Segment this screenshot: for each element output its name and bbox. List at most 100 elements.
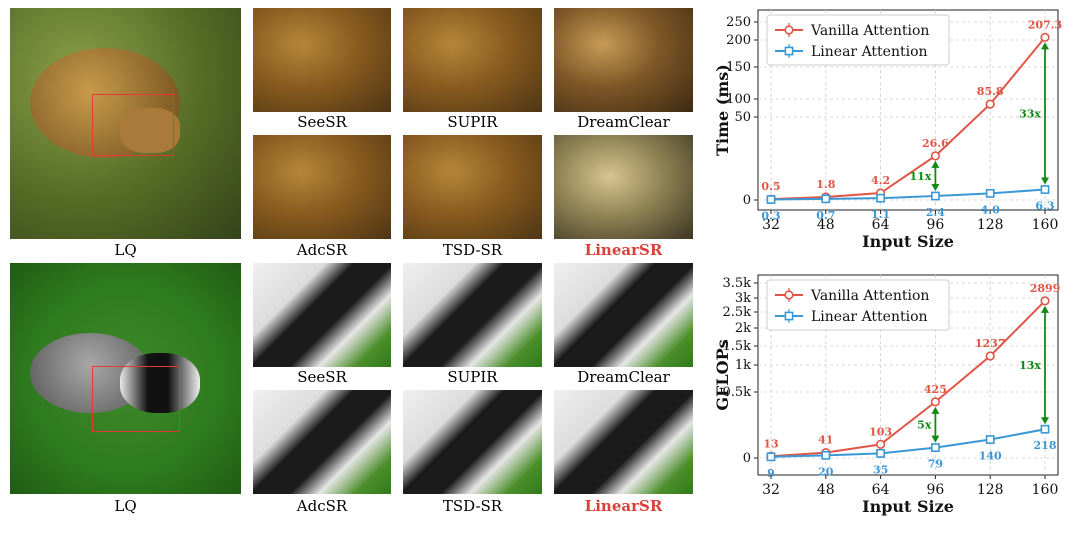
y-tick-label: 0.5k [722,385,751,400]
caption-supir: SUPIR [447,368,498,386]
ratio-label: 13x [1019,359,1041,372]
data-label-vanilla: 2899 [1030,282,1061,295]
data-point-linear [985,435,995,444]
data-label-vanilla: 425 [924,383,947,396]
caption-seesr: SeeSR [297,368,347,386]
chart-time: 0 50 100 150 200 250 32 48 64 96 128 160 Input Size T… [713,9,1062,251]
caption-linearsr: LinearSR [584,497,663,515]
y-axis-label: GFLOPs [713,339,732,410]
y-tick-label: 3k [735,291,751,306]
zoom-region-box [92,366,180,432]
zoom-region-box [92,94,174,156]
series-line-vanilla [770,36,1046,201]
y-tick-label: 1k [735,358,751,373]
x-tick-label: 48 [817,217,835,233]
y-tick-label: 200 [726,33,751,48]
lq-image-badger [10,263,241,494]
data-label-vanilla: 207.3 [1028,18,1062,31]
y-tick-label: 1.5k [722,339,751,354]
data-label-linear: 9 [767,467,775,480]
ratio-arrow-head [1041,305,1049,313]
data-point-linear [931,191,940,201]
series-line-linear [770,188,1046,201]
data-point-linear [985,188,995,198]
data-label-vanilla: 85.8 [977,85,1004,98]
caption-adcsr: AdcSR [296,241,348,259]
caption-dreamclear: DreamClear [577,113,670,131]
tortoise-head [120,108,180,153]
ratio-arrow-head [931,160,940,168]
ratio-label: 5x [917,419,932,432]
caption-tsdsr: TSD-SR [442,241,503,259]
data-point-vanilla [985,351,995,361]
data-point-linear [766,195,776,204]
data-label-linear: 20 [818,465,834,478]
x-tick-label: 160 [1032,217,1059,233]
y-axis-label: Time (ms) [713,64,732,156]
data-label-linear: 0.7 [816,209,835,222]
ratio-label: 33x [1019,107,1041,120]
ratio-arrow-head [1041,417,1049,425]
y-tick-label: 250 [726,15,751,30]
data-point-linear [1040,185,1050,194]
data-label-linear: 0.3 [761,210,780,223]
crop-seesr-tortoise [253,8,391,112]
ratio-label: 11x [910,170,932,183]
data-point-linear [821,450,831,460]
data-point-vanilla [930,151,940,161]
legend-label-vanilla: Vanilla Attention [810,23,929,39]
x-axis-label: Input Size [862,232,954,251]
data-label-linear: 218 [1034,439,1057,452]
series-line-linear [770,428,1046,458]
crop-adcsr-tortoise [253,135,391,239]
crop-tsdsr-tortoise [403,135,542,239]
data-point-linear [1040,424,1050,434]
data-label-vanilla: 0.5 [761,180,780,193]
data-label-linear: 79 [928,458,943,471]
crop-supir-badger [403,263,542,367]
data-point-linear [821,194,831,204]
crop-linearsr-tortoise [554,135,693,239]
data-point-vanilla [930,397,940,407]
y-tick-label: 0 [743,451,751,466]
caption-dreamclear: DreamClear [577,368,670,386]
data-point-linear [931,443,940,452]
data-label-vanilla: 13 [763,437,778,450]
data-point-vanilla [876,439,886,450]
data-label-linear: 2.4 [926,206,945,219]
data-point-linear [876,448,885,458]
legend-label-vanilla: Vanilla Attention [810,288,929,304]
data-label-linear: 140 [979,450,1002,463]
series-line-vanilla [770,300,1046,458]
legend-marker-vanilla [784,25,794,35]
x-tick-label: 48 [817,482,835,498]
crop-dreamclear-badger [554,263,693,367]
legend-marker-vanilla [784,290,794,300]
y-tick-label: 50 [734,110,751,125]
badger-head [120,353,200,413]
x-tick-label: 64 [872,217,890,233]
ratio-arrow-head [931,184,940,192]
data-label-vanilla: 1237 [975,337,1006,350]
y-tick-label: 0 [743,193,751,208]
crop-seesr-badger [253,263,391,367]
data-point-linear [876,193,885,203]
ratio-arrow-head [931,406,940,414]
x-tick-label: 96 [926,482,944,498]
x-tick-label: 128 [977,482,1004,498]
data-label-vanilla: 26.6 [922,137,949,150]
legend-box [766,279,950,331]
x-tick-label: 64 [872,482,890,498]
ratio-arrow-head [931,435,940,443]
y-tick-label: 100 [726,92,751,107]
x-tick-label: 32 [762,482,780,498]
y-tick-label: 2.5k [722,305,751,320]
legend-label-linear: Linear Attention [811,309,928,325]
caption-tsdsr: TSD-SR [442,497,503,515]
data-label-vanilla: 4.2 [871,174,890,187]
legend-box [766,14,950,66]
data-label-vanilla: 103 [869,425,892,438]
crop-tsdsr-badger [403,390,542,494]
data-label-linear: 6.3 [1035,200,1054,213]
